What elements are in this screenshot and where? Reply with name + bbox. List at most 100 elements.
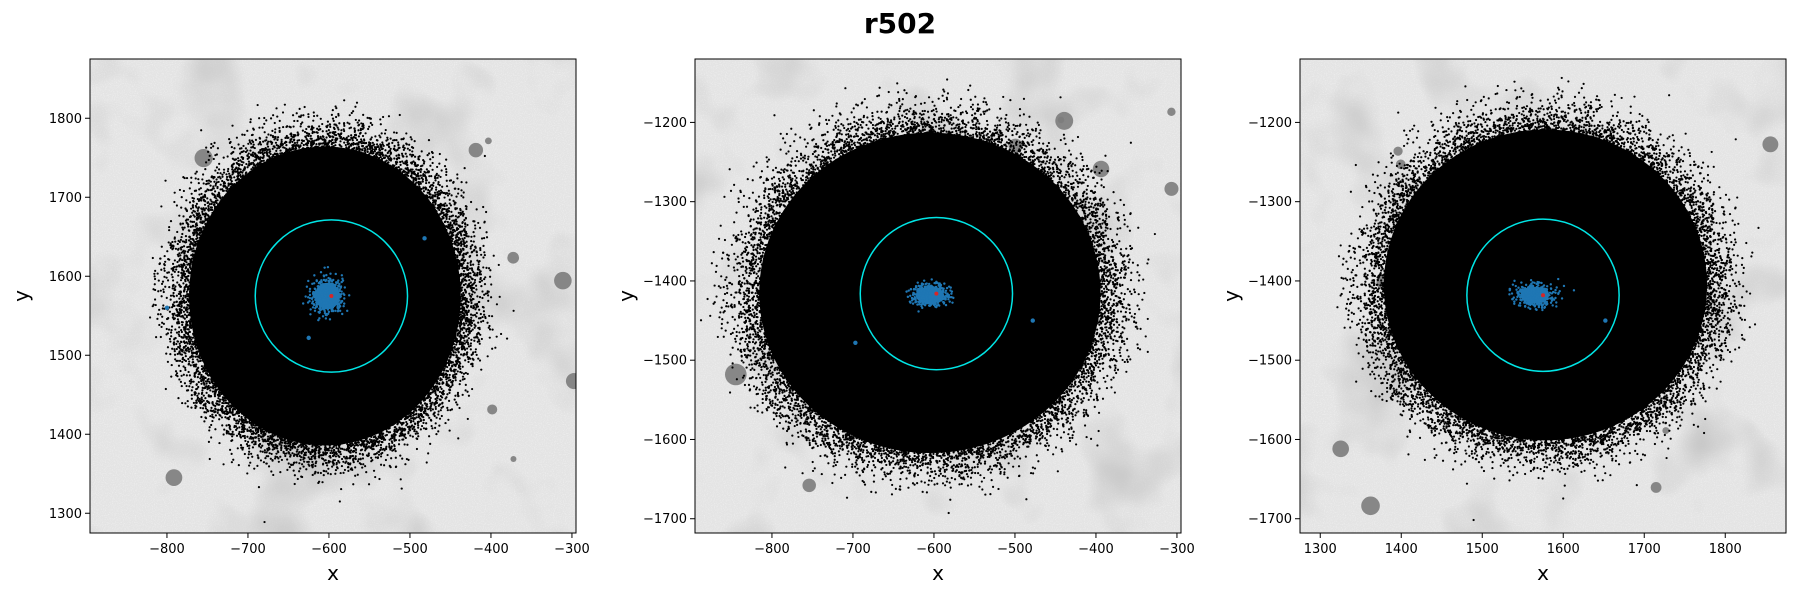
halo-point <box>237 398 240 401</box>
halo-point <box>410 174 413 177</box>
halo-point <box>175 268 178 271</box>
halo-point <box>380 132 383 135</box>
background-source <box>554 271 572 290</box>
halo-point <box>226 155 229 158</box>
background-source <box>487 404 498 415</box>
halo-point <box>191 358 194 361</box>
halo-point <box>396 423 399 426</box>
halo-point <box>443 220 446 224</box>
halo-point <box>365 141 368 145</box>
halo-point <box>237 157 240 160</box>
halo-point <box>240 415 243 419</box>
halo-point <box>474 350 477 354</box>
halo-point <box>214 184 217 187</box>
halo-point <box>244 150 248 154</box>
halo-point <box>307 460 310 463</box>
halo-point <box>430 424 433 428</box>
halo-point <box>244 179 248 183</box>
halo-point <box>391 179 394 182</box>
plot-area <box>90 59 576 533</box>
halo-point <box>244 439 247 443</box>
halo-point <box>291 114 295 117</box>
halo-point <box>467 360 470 364</box>
halo-point <box>339 140 342 143</box>
halo-point <box>157 313 160 316</box>
halo-point <box>476 302 479 306</box>
halo-point <box>427 139 431 142</box>
halo-point <box>354 118 357 122</box>
halo-point <box>178 344 182 348</box>
halo-point <box>512 309 515 312</box>
halo-point <box>189 220 192 223</box>
halo-point <box>175 294 178 297</box>
halo-point <box>413 140 416 143</box>
halo-point <box>381 440 384 444</box>
halo-point <box>163 254 166 258</box>
halo-point <box>295 112 298 115</box>
halo-point <box>386 151 389 155</box>
halo-point <box>438 162 441 165</box>
halo-point <box>221 179 224 183</box>
halo-point <box>420 389 423 392</box>
halo-point <box>367 424 370 428</box>
halo-point <box>451 361 454 364</box>
halo-point <box>393 426 396 429</box>
halo-point <box>327 461 330 464</box>
halo-point <box>235 422 238 425</box>
halo-point <box>291 152 294 155</box>
halo-point <box>434 366 437 369</box>
halo-point <box>464 222 467 225</box>
halo-point <box>196 358 199 361</box>
halo-point <box>448 373 451 377</box>
halo-point <box>201 386 204 390</box>
halo-point <box>432 214 435 217</box>
halo-point <box>189 364 192 367</box>
halo-point <box>213 380 216 383</box>
halo-point <box>228 172 231 175</box>
halo-point <box>184 368 187 372</box>
halo-point <box>423 160 426 163</box>
halo-point <box>484 276 487 279</box>
halo-point <box>457 350 460 353</box>
halo-point <box>190 378 193 381</box>
halo-point <box>196 376 199 379</box>
halo-point <box>462 331 465 334</box>
halo-point <box>465 240 468 243</box>
halo-point <box>183 257 186 260</box>
halo-point <box>174 328 177 331</box>
halo-point <box>469 247 472 250</box>
halo-point <box>177 264 181 267</box>
halo-point <box>412 414 415 417</box>
halo-point <box>391 141 394 144</box>
halo-point <box>468 267 472 270</box>
halo-point <box>173 301 176 304</box>
halo-point <box>452 296 455 299</box>
halo-point <box>214 414 217 417</box>
halo-point <box>176 230 179 234</box>
halo-point <box>473 339 476 342</box>
halo-point <box>353 426 356 429</box>
halo-point <box>378 477 381 481</box>
halo-point <box>505 337 509 340</box>
halo-point <box>448 192 451 195</box>
halo-point <box>160 245 163 248</box>
halo-point <box>197 392 200 395</box>
halo-point <box>343 141 346 144</box>
halo-point <box>408 149 411 152</box>
halo-point <box>397 443 401 446</box>
halo-point <box>367 144 370 147</box>
halo-points <box>148 99 515 524</box>
halo-point <box>482 205 485 209</box>
halo-point <box>469 281 472 284</box>
halo-point <box>276 435 279 438</box>
halo-point <box>266 435 270 438</box>
halo-point <box>160 282 164 285</box>
background-source <box>510 456 517 463</box>
halo-point <box>481 296 484 300</box>
halo-point <box>216 171 219 175</box>
halo-point <box>327 430 330 433</box>
halo-point <box>407 171 410 174</box>
halo-point <box>165 352 168 355</box>
halo-point <box>201 389 204 392</box>
halo-point <box>298 470 301 473</box>
